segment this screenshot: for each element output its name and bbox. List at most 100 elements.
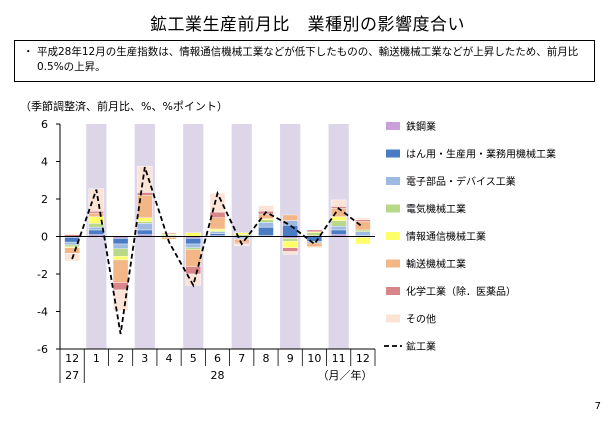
unit-label: （季節調整済、前月比、%、%ポイント） [20,100,228,113]
bar-segment [88,188,105,212]
x-tick-label: 8 [262,352,269,365]
bar-segment [258,222,274,228]
bar-segment [185,238,201,245]
bar-segment [330,199,347,207]
x-tick-label: 6 [214,352,221,365]
legend-swatch [386,259,400,268]
note-text: 平成28年12月の生産指数は、情報通信機械工業などが低下したものの、輸送機械工業… [37,46,579,73]
y-tick-label: 6 [41,118,48,131]
legend-label: 電気機械工業 [406,203,466,216]
legend-label: 情報通信機械工業 [406,230,486,243]
y-tick-label: -6 [37,343,48,356]
legend-label: 鉄鋼業 [406,120,436,133]
legend-swatch [386,232,400,240]
x-tick-label: 9 [287,352,294,365]
bar-segment [306,236,323,242]
bar-segment [112,282,129,291]
bar-segment [185,266,201,275]
bar-segment [355,237,371,245]
y-tick-label: -4 [37,306,48,319]
bar-segment [185,232,201,237]
bar-segment [161,237,177,240]
bar-segment [209,228,226,232]
legend-label: 化学工業（除．医薬品） [406,285,516,298]
bar-segment [282,247,298,252]
bar-segment [209,231,226,234]
bar-segment [64,244,80,248]
x-unit-label: （月／年） [318,368,373,382]
x-tick-label: 1 [93,352,100,365]
y-tick-label: -2 [37,268,48,281]
bar-segment [282,240,298,248]
legend-swatch [386,287,400,295]
bar-segment [137,192,153,196]
bar-segment [88,226,105,231]
bar-segment [88,229,105,235]
legend-swatch [386,149,400,158]
bar-segment [137,229,153,235]
summary-note-box: ・ 平成28年12月の生産指数は、情報通信機械工業などが低下したものの、輸送機械… [14,40,595,82]
bar-segment [306,242,323,248]
year-label: 27 [65,369,79,382]
y-tick-label: 0 [41,231,48,244]
bar-segment [112,255,129,261]
legend-swatch [386,122,400,130]
y-tick-label: 4 [41,156,48,169]
bar-segment [137,217,153,222]
bar-segment [137,223,153,231]
bar-segment [306,240,323,244]
x-tick-label: 11 [332,352,346,365]
legend-label: 鉱工業 [406,340,436,353]
bar-segment [185,247,201,250]
bar-segment [330,229,347,235]
y-tick-label: 2 [41,193,48,206]
bar-segment [282,238,298,242]
bar-segment [137,221,153,224]
legend-label: その他 [406,313,436,326]
legend-label: はん用・生産用・業務用機械工業 [406,148,556,161]
bar-segment [209,211,226,218]
legend-swatch [386,204,400,213]
bar-segment [282,251,298,255]
bar-segment [209,217,226,230]
bar-segment [88,210,105,214]
page-number: 7 [594,401,601,412]
bar-segment [112,248,129,257]
x-tick-label: 3 [141,352,148,365]
note-bullet: ・ [23,46,34,58]
bar-segment [330,216,347,221]
bar-segment [112,259,129,283]
bar-segment [209,233,226,236]
legend-label: 輸送機械工業 [406,258,466,271]
bar-segment [112,243,129,249]
x-tick-label: 10 [307,352,321,365]
bar-segment [161,232,177,234]
legend-swatch [386,177,400,185]
x-tick-label: 12 [65,352,79,365]
bar-segment [306,229,323,233]
bar-segment [355,219,371,222]
x-tick-label: 2 [117,352,124,365]
x-tick-label: 7 [238,352,245,365]
bar-segment [330,220,347,227]
bar-segment [330,225,347,231]
page-title: 鉱工業生産前月比 業種別の影響度合い [150,15,465,35]
bar-segment [64,247,80,254]
year-label: 28 [211,369,225,382]
bar-segment [282,214,298,221]
bar-segment [137,165,153,193]
bar-segment [258,205,274,212]
bar-segment [258,226,274,236]
legend-label: 電子部品・デバイス工業 [406,175,516,188]
bar-segment [355,229,371,233]
bar-segment [185,243,201,248]
legend-swatch [386,314,400,323]
bar-segment [355,231,371,236]
x-tick-label: 12 [356,352,370,365]
bar-segment [112,238,129,245]
x-tick-label: 4 [166,352,173,365]
bar-segment [355,217,371,220]
bar-segment [282,225,298,237]
bar-segment [306,246,323,248]
